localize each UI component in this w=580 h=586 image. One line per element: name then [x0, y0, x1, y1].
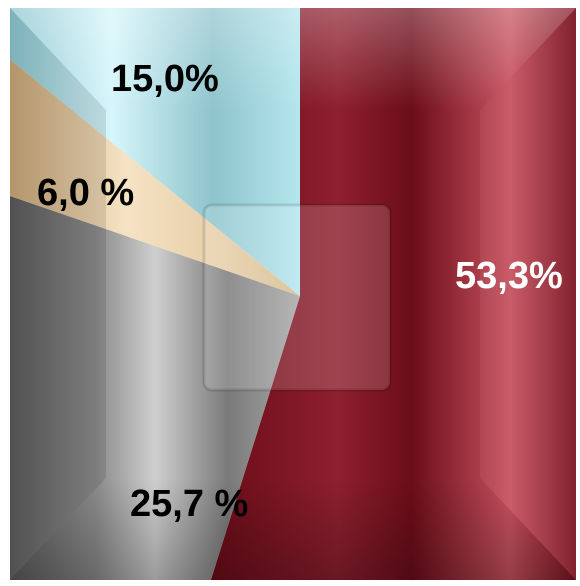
- slice-label-53: 53,3%: [455, 255, 563, 297]
- slice-53: [210, 8, 576, 580]
- slice-label-6: 6,0 %: [37, 172, 134, 214]
- slice-label-25: 25,7 %: [130, 483, 248, 525]
- slice-label-15: 15,0%: [111, 58, 219, 100]
- bevel-overlay: [10, 8, 576, 580]
